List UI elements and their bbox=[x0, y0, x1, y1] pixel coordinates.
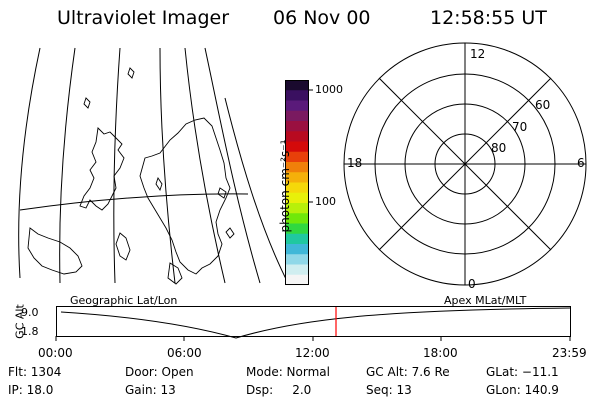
timeline-time-tick: 23:59 bbox=[552, 346, 587, 360]
timeline-plot bbox=[55, 306, 571, 341]
colorbar-unit-label: photon cm⁻²s⁻¹ bbox=[278, 139, 292, 233]
timeline-time-tick: 12:00 bbox=[295, 346, 330, 360]
coastline bbox=[83, 67, 235, 239]
polar-plot bbox=[343, 42, 587, 286]
mode-info: Mode: Normal bbox=[246, 365, 330, 379]
meridian-line bbox=[113, 47, 121, 284]
time-label: 12:58:55 UT bbox=[430, 7, 547, 29]
latitude-line bbox=[19, 193, 249, 211]
colorbar-cell bbox=[285, 121, 309, 132]
polar-hour-label: 18 bbox=[347, 156, 363, 170]
polar-lat-label: 80 bbox=[491, 141, 507, 155]
colorbar-cell bbox=[285, 192, 309, 204]
ip-info: IP: 18.0 bbox=[8, 383, 54, 397]
colorbar-cell bbox=[285, 151, 309, 163]
meridian-line bbox=[224, 97, 289, 284]
meridian-line bbox=[204, 47, 261, 284]
colorbar-cell bbox=[285, 110, 309, 122]
colorbar-cell bbox=[285, 90, 309, 101]
altitude-curve bbox=[60, 307, 571, 339]
polar-lat-label: 70 bbox=[512, 120, 528, 134]
colorbar-cell bbox=[285, 182, 309, 194]
colorbar-cell bbox=[285, 213, 309, 224]
colorbar-cell bbox=[285, 233, 309, 245]
gc-alt-info: GC Alt: 7.6 Re bbox=[366, 365, 450, 379]
meridian-line bbox=[18, 47, 41, 279]
colorbar-tick-label: 1000 bbox=[315, 83, 343, 96]
geographic-map bbox=[18, 47, 289, 285]
polar-hour-label: 0 bbox=[468, 277, 476, 291]
timeline-right-label: Apex MLat/MLT bbox=[444, 294, 527, 307]
colorbar-cell bbox=[285, 203, 309, 214]
timeline-y-tick: 9.0 bbox=[21, 306, 39, 319]
colorbar-cell bbox=[285, 264, 309, 276]
coastline bbox=[115, 232, 131, 261]
polar-hour-label: 6 bbox=[577, 156, 585, 170]
polar-diagonal bbox=[378, 77, 552, 251]
dsp-info: Dsp: 2.0 bbox=[246, 383, 312, 397]
colorbar-cell bbox=[285, 131, 309, 142]
coastline bbox=[79, 127, 125, 211]
glat-info: GLat: −11.1 bbox=[486, 365, 559, 379]
timeline-time-tick: 06:00 bbox=[167, 346, 202, 360]
colorbar-cell bbox=[285, 244, 309, 255]
timeline-left-label: Geographic Lat/Lon bbox=[70, 294, 178, 307]
date-label: 06 Nov 00 bbox=[273, 7, 371, 29]
coastline bbox=[139, 117, 231, 275]
colorbar-cell bbox=[285, 172, 309, 183]
meridian-line bbox=[159, 47, 176, 284]
colorbar-cell bbox=[285, 254, 309, 265]
timeline-axis-title: GC Alt bbox=[13, 304, 27, 339]
seq-info: Seq: 13 bbox=[366, 383, 412, 397]
coastline bbox=[167, 262, 183, 285]
timeline-time-tick: 18:00 bbox=[423, 346, 458, 360]
timeline-time-tick: 00:00 bbox=[38, 346, 73, 360]
colorbar-cell bbox=[285, 100, 309, 112]
colorbar-cell bbox=[285, 80, 309, 91]
gain-info: Gain: 13 bbox=[125, 383, 176, 397]
polar-hour-label: 12 bbox=[470, 47, 486, 61]
coastline bbox=[27, 227, 83, 275]
flight-info: Flt: 1304 bbox=[8, 365, 62, 379]
colorbar bbox=[285, 80, 313, 286]
colorbar-cell bbox=[285, 162, 309, 173]
meridian-line bbox=[184, 47, 226, 284]
timeline-y-tick: 1.8 bbox=[21, 325, 39, 338]
colorbar-frame bbox=[285, 80, 309, 285]
colorbar-tick-label: 100 bbox=[315, 195, 336, 208]
colorbar-cell bbox=[285, 141, 309, 153]
glon-info: GLon: 140.9 bbox=[486, 383, 559, 397]
polar-lat-label: 60 bbox=[535, 98, 551, 112]
instrument-title: Ultraviolet Imager bbox=[57, 7, 230, 29]
meridian-line bbox=[59, 47, 76, 284]
colorbar-cell bbox=[285, 274, 309, 286]
colorbar-cell bbox=[285, 223, 309, 235]
door-info: Door: Open bbox=[125, 365, 194, 379]
